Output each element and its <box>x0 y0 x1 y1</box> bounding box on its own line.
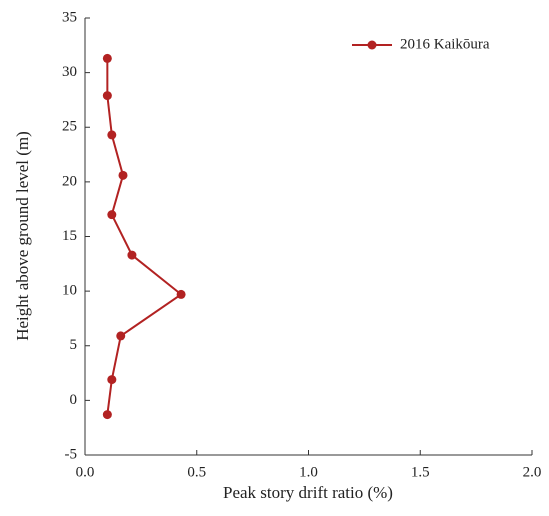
y-tick-label: 20 <box>62 173 77 189</box>
data-point <box>102 53 112 63</box>
legend-label: 2016 Kaikōura <box>400 36 490 52</box>
x-tick-label: 1.5 <box>411 464 430 480</box>
x-tick-label: 2.0 <box>523 464 542 480</box>
series-line <box>106 58 183 415</box>
data-point <box>102 410 112 420</box>
legend-marker <box>367 40 377 50</box>
data-point <box>176 289 186 299</box>
y-tick-label: -5 <box>65 446 78 462</box>
y-axis-label: Height above ground level (m) <box>13 131 32 341</box>
x-axis-label: Peak story drift ratio (%) <box>223 483 393 502</box>
y-tick-label: 35 <box>62 9 77 25</box>
data-point <box>118 170 128 180</box>
y-tick-label: 10 <box>62 283 77 299</box>
data-point <box>127 250 137 260</box>
data-point <box>107 210 117 220</box>
data-point <box>107 375 117 385</box>
y-tick-label: 30 <box>62 64 77 80</box>
data-point <box>107 130 117 140</box>
y-tick-label: 15 <box>62 228 77 244</box>
y-tick-label: 5 <box>70 337 78 353</box>
data-point <box>102 91 112 101</box>
x-tick-label: 0.0 <box>76 464 95 480</box>
y-tick-label: 0 <box>70 392 78 408</box>
x-tick-label: 1.0 <box>299 464 318 480</box>
x-tick-label: 0.5 <box>187 464 206 480</box>
data-point <box>116 331 126 341</box>
y-tick-label: 25 <box>62 119 77 135</box>
